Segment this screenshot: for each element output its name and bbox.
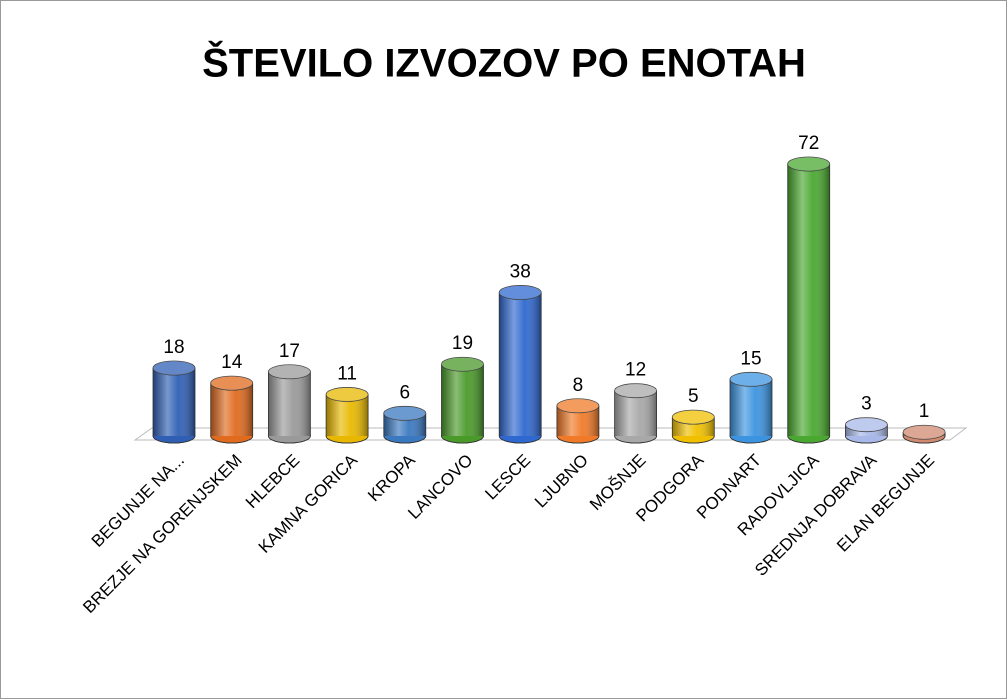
cylinder-outline bbox=[325, 394, 369, 444]
value-label: 5 bbox=[688, 386, 699, 407]
value-label: 38 bbox=[510, 261, 531, 282]
cylinder-outline bbox=[556, 405, 600, 444]
value-label: 19 bbox=[452, 333, 473, 354]
cylinder-top-light bbox=[903, 425, 946, 440]
cylinder-outline bbox=[210, 383, 254, 444]
cylinder-top bbox=[614, 383, 657, 399]
value-label: 6 bbox=[400, 382, 411, 403]
cylinder-shade bbox=[787, 164, 830, 436]
cylinder-outline bbox=[268, 371, 311, 444]
cylinder bbox=[902, 424, 946, 444]
value-label: 8 bbox=[573, 375, 584, 396]
value-label: 72 bbox=[798, 133, 819, 154]
cylinder-shade bbox=[153, 368, 195, 436]
cylinder bbox=[556, 398, 600, 444]
cylinder-top-light bbox=[441, 357, 484, 372]
cylinder bbox=[614, 383, 657, 444]
cylinder-outline bbox=[729, 379, 773, 444]
cylinder-shade bbox=[441, 364, 484, 436]
value-label: 1 bbox=[919, 401, 930, 422]
cylinder-top-light bbox=[268, 364, 311, 379]
value-label: 18 bbox=[163, 337, 184, 358]
cylinder-top bbox=[845, 417, 888, 433]
cylinder-top-light bbox=[499, 285, 542, 300]
cylinder-top-light bbox=[845, 417, 888, 432]
cylinder bbox=[267, 364, 311, 444]
cylinder-outline bbox=[902, 432, 946, 444]
cylinder-top bbox=[152, 360, 196, 376]
cylinder-top bbox=[556, 398, 600, 414]
cylinder-top bbox=[498, 285, 542, 300]
cylinder-top bbox=[267, 364, 311, 380]
cylinder-top bbox=[210, 375, 254, 391]
cylinder-shade bbox=[499, 292, 542, 436]
cylinder-top bbox=[729, 371, 773, 387]
cylinder-shade bbox=[730, 379, 772, 436]
cylinder-outline bbox=[787, 164, 831, 444]
cylinder bbox=[845, 417, 888, 444]
value-label: 12 bbox=[625, 360, 646, 381]
chart-title: ŠTEVILO IZVOZOV PO ENOTAH bbox=[202, 40, 806, 86]
cylinder bbox=[498, 285, 542, 444]
cylinder bbox=[152, 360, 196, 444]
value-label: 3 bbox=[861, 394, 872, 415]
value-label: 11 bbox=[337, 363, 357, 384]
cylinder-top bbox=[325, 387, 369, 402]
cylinder bbox=[787, 156, 831, 444]
cylinder-outline bbox=[845, 424, 888, 444]
cylinder-shade bbox=[268, 371, 311, 436]
cylinder-outline bbox=[671, 417, 715, 444]
cylinder bbox=[671, 409, 715, 444]
cylinder-top-light bbox=[326, 387, 369, 402]
cylinder-top-light bbox=[383, 406, 426, 421]
value-label: 15 bbox=[740, 348, 761, 369]
cylinder-top bbox=[441, 356, 484, 372]
cylinder-top-light bbox=[556, 398, 599, 413]
cylinder-shade bbox=[210, 383, 253, 436]
cylinder-top-light bbox=[730, 372, 772, 387]
cylinder-top bbox=[902, 424, 946, 440]
cylinder-outline bbox=[614, 390, 657, 444]
cylinder-shade bbox=[614, 390, 657, 436]
cylinder bbox=[441, 356, 484, 444]
cylinder bbox=[383, 405, 427, 444]
cylinder-top-light bbox=[614, 383, 657, 398]
cylinder-top-light bbox=[672, 410, 715, 425]
cylinder-outline bbox=[441, 364, 484, 444]
value-label: 14 bbox=[221, 352, 243, 373]
cylinder-top bbox=[787, 156, 831, 172]
cylinder-top-light bbox=[153, 361, 195, 375]
value-label: 17 bbox=[279, 341, 300, 362]
cylinder-outline bbox=[498, 292, 542, 444]
cylinder bbox=[210, 375, 254, 444]
cylinder-top-light bbox=[787, 157, 830, 171]
cylinder bbox=[325, 387, 369, 444]
cylinder bbox=[729, 371, 773, 444]
cylinder-top bbox=[671, 409, 715, 425]
cylinder-top-light bbox=[210, 376, 253, 391]
cylinder-outline bbox=[383, 413, 427, 444]
cylinder-outline bbox=[152, 368, 196, 444]
cylinder-top bbox=[383, 405, 427, 421]
floor bbox=[133, 427, 968, 441]
